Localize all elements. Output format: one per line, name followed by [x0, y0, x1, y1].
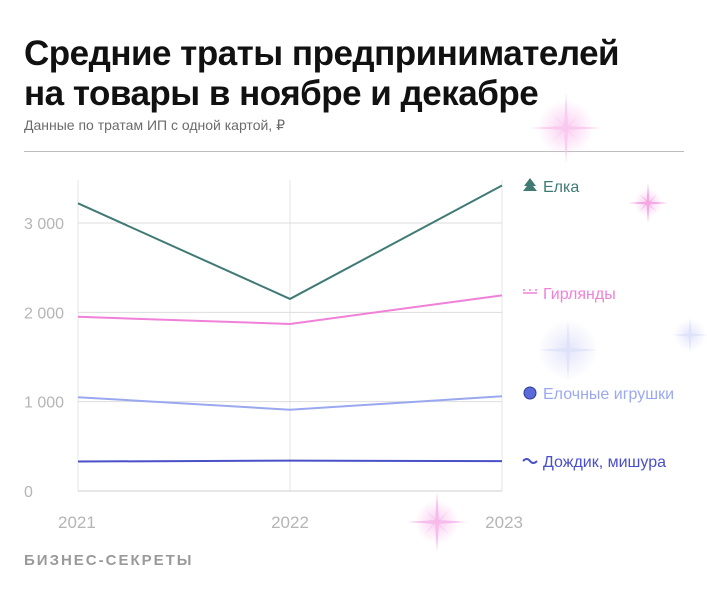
title-line-1: Средние траты предпринимателей: [24, 34, 620, 73]
y-tick-label: 2 000: [24, 305, 64, 322]
legend: Елка Гирлянды Елочные игрушки Дождик, мишур…: [522, 178, 674, 471]
legend-label: Елочные игрушки: [543, 386, 674, 403]
y-tick-label: 1 000: [24, 395, 64, 412]
series-line: [77, 395, 503, 411]
chart-subtitle: Данные по тратам ИП с одной картой, ₽: [24, 117, 285, 133]
legend-label: Дождик, мишура: [543, 454, 666, 471]
legend-entry: Елка: [523, 178, 579, 196]
y-tick-label: 0: [24, 484, 33, 501]
legend-entry: Дождик, мишура: [522, 454, 666, 471]
y-axis-tick-labels: 0 1 000 2 000 3 000: [24, 216, 64, 501]
ornament-ball-icon: [523, 386, 537, 400]
brand-logo: БИЗНЕС-СЕКРЕТЫ: [24, 552, 194, 569]
x-tick-label: 2021: [58, 513, 96, 532]
chart-title: Средние траты предпринимателей на товары…: [24, 34, 684, 114]
gridlines: [77, 180, 503, 492]
x-tick-label: 2022: [271, 513, 309, 532]
x-axis-tick-labels: 2021 2022 2023: [58, 513, 523, 532]
legend-entry: Гирлянды: [523, 286, 616, 303]
y-tick-label: 3 000: [24, 216, 64, 233]
series-line: [77, 294, 503, 325]
x-tick-label: 2023: [485, 513, 523, 532]
tinsel-icon: [522, 458, 538, 464]
legend-entry: Елочные игрушки: [523, 386, 674, 403]
legend-label: Гирлянды: [543, 286, 616, 303]
title-line-2: на товары в ноябре и декабре: [24, 74, 539, 113]
series-lines: [77, 184, 503, 463]
garland-icon: [523, 289, 537, 294]
series-line: [77, 184, 503, 300]
tree-icon: [523, 178, 537, 191]
legend-label: Елка: [543, 179, 579, 196]
header-divider: [24, 151, 684, 152]
series-line: [77, 459, 503, 463]
